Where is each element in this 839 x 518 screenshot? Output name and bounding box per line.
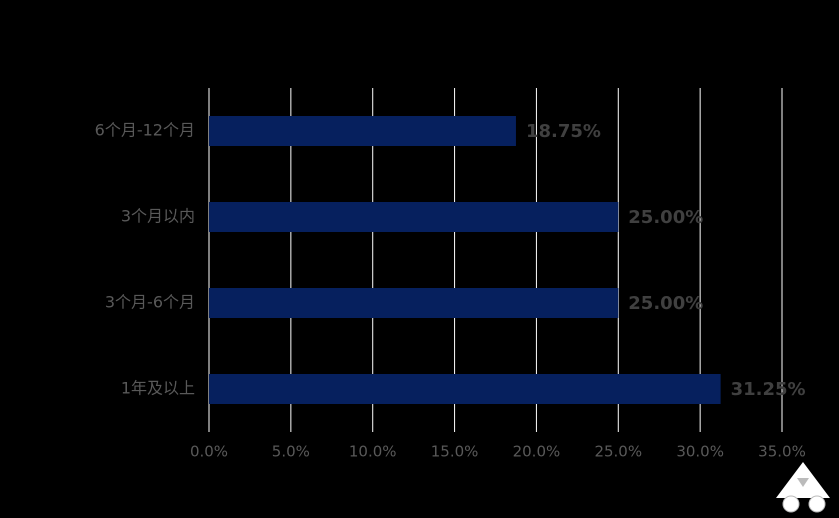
- x-tick-label: 30.0%: [676, 443, 724, 461]
- value-label: 25.00%: [628, 293, 703, 314]
- bar: [209, 116, 516, 146]
- bar: [209, 374, 721, 404]
- y-tick-label: 1年及以上: [121, 379, 195, 398]
- x-tick-label: 35.0%: [758, 443, 806, 461]
- value-label: 25.00%: [628, 207, 703, 228]
- x-tick-label: 5.0%: [272, 443, 310, 461]
- x-tick-label: 25.0%: [594, 443, 642, 461]
- y-tick-label: 6个月-12个月: [95, 121, 195, 140]
- bar: [209, 202, 619, 232]
- x-tick-label: 15.0%: [431, 443, 479, 461]
- value-label: 31.25%: [731, 379, 806, 400]
- logo-mark: [797, 478, 809, 487]
- x-tick-label: 20.0%: [513, 443, 561, 461]
- y-tick-label: 3个月-6个月: [105, 293, 195, 312]
- y-tick-label: 3个月以内: [121, 207, 195, 226]
- x-tick-label: 0.0%: [190, 443, 228, 461]
- logo: [776, 462, 830, 513]
- logo-wheel: [782, 495, 800, 513]
- x-tick-label: 10.0%: [349, 443, 397, 461]
- value-label: 18.75%: [526, 121, 601, 142]
- logo-wheel: [808, 495, 826, 513]
- bar: [209, 288, 619, 318]
